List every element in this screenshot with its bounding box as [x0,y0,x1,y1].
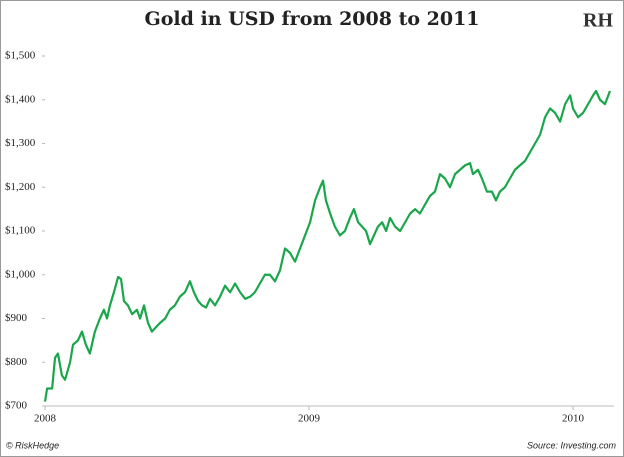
y-tick-label: $1,400 [5,93,36,105]
chart-title: Gold in USD from 2008 to 2011 [144,8,479,30]
source: Source: Investing.com [527,440,617,450]
y-tick-label: $800 [5,356,28,368]
y-tick-label: $700 [5,400,28,412]
x-tick-label: 2010 [562,413,585,425]
y-tick-label: $1,200 [5,181,36,193]
y-tick-label: $900 [5,312,28,324]
x-tick-label: 2008 [34,413,57,425]
y-tick-label: $1,100 [5,225,36,237]
logo: RH [583,10,613,32]
y-tick-label: $1,500 [5,50,36,62]
price-line [43,89,612,402]
x-tick-label: 2009 [298,413,321,425]
credit: © RiskHedge [6,440,59,450]
y-tick-label: $1,000 [5,268,36,280]
y-tick-label: $1,300 [5,137,36,149]
